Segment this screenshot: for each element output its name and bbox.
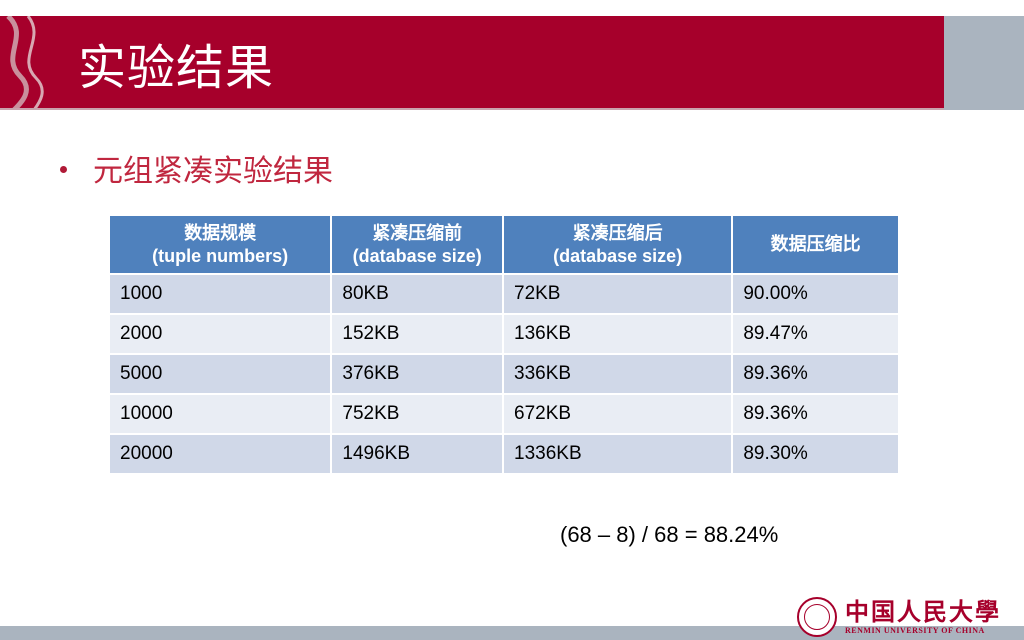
bullet-dot-icon — [60, 165, 67, 173]
table-cell: 80KB — [330, 273, 504, 315]
table-cell: 89.36% — [731, 393, 900, 435]
title-banner — [0, 16, 944, 110]
table-cell: 20000 — [107, 433, 333, 475]
university-seal-icon — [797, 597, 837, 637]
logo-chinese-name: 中国人民大學 — [845, 596, 1001, 626]
table-row: 1000 80KB 72KB 90.00% — [107, 273, 900, 315]
table-row: 10000 752KB 672KB 89.36% — [107, 393, 900, 435]
table-cell: 1336KB — [501, 433, 734, 475]
table-cell: 376KB — [330, 353, 504, 395]
table-cell: 2000 — [107, 313, 333, 355]
column-header: 数据压缩比 — [731, 214, 900, 275]
table-header-row: 数据规模 (tuple numbers) 紧凑压缩前 (database size)… — [107, 214, 900, 275]
column-header: 紧凑压缩前 (database size) — [330, 214, 504, 275]
table-cell: 89.30% — [731, 433, 900, 475]
table-cell: 89.36% — [731, 353, 900, 395]
table-cell: 90.00% — [731, 273, 900, 315]
bullet-text: 元组紧凑实验结果 — [93, 154, 333, 189]
table-cell: 152KB — [330, 313, 504, 355]
column-header: 数据规模 (tuple numbers) — [107, 214, 333, 275]
compression-formula: (68 – 8) / 68 = 88.24% — [560, 522, 779, 547]
table-cell: 752KB — [330, 393, 504, 435]
table-cell: 89.47% — [731, 313, 900, 355]
column-header: 紧凑压缩后 (database size) — [501, 214, 734, 275]
table-cell: 336KB — [501, 353, 734, 395]
university-logo: 中国人民大學 RENMIN UNIVERSITY OF CHINA — [797, 597, 1019, 637]
slide-title: 实验结果 — [78, 40, 275, 96]
table-cell: 72KB — [501, 273, 734, 315]
table-cell: 10000 — [107, 393, 333, 435]
results-table: 数据规模 (tuple numbers) 紧凑压缩前 (database size)… — [107, 214, 900, 475]
footer-bar — [0, 626, 1024, 640]
ribbon-ornament-icon — [6, 16, 44, 110]
logo-english-name: RENMIN UNIVERSITY OF CHINA — [845, 625, 985, 635]
table-cell: 672KB — [501, 393, 734, 435]
bullet-item: 元组紧凑实验结果 — [60, 146, 333, 190]
table-row: 20000 1496KB 1336KB 89.30% — [107, 433, 900, 475]
table-cell: 1496KB — [330, 433, 504, 475]
table-row: 5000 376KB 336KB 89.36% — [107, 353, 900, 395]
header-side-panel — [944, 16, 1024, 110]
table-cell: 136KB — [501, 313, 734, 355]
table-cell: 5000 — [107, 353, 333, 395]
header-divider — [0, 108, 944, 110]
table-cell: 1000 — [107, 273, 333, 315]
table-row: 2000 152KB 136KB 89.47% — [107, 313, 900, 355]
